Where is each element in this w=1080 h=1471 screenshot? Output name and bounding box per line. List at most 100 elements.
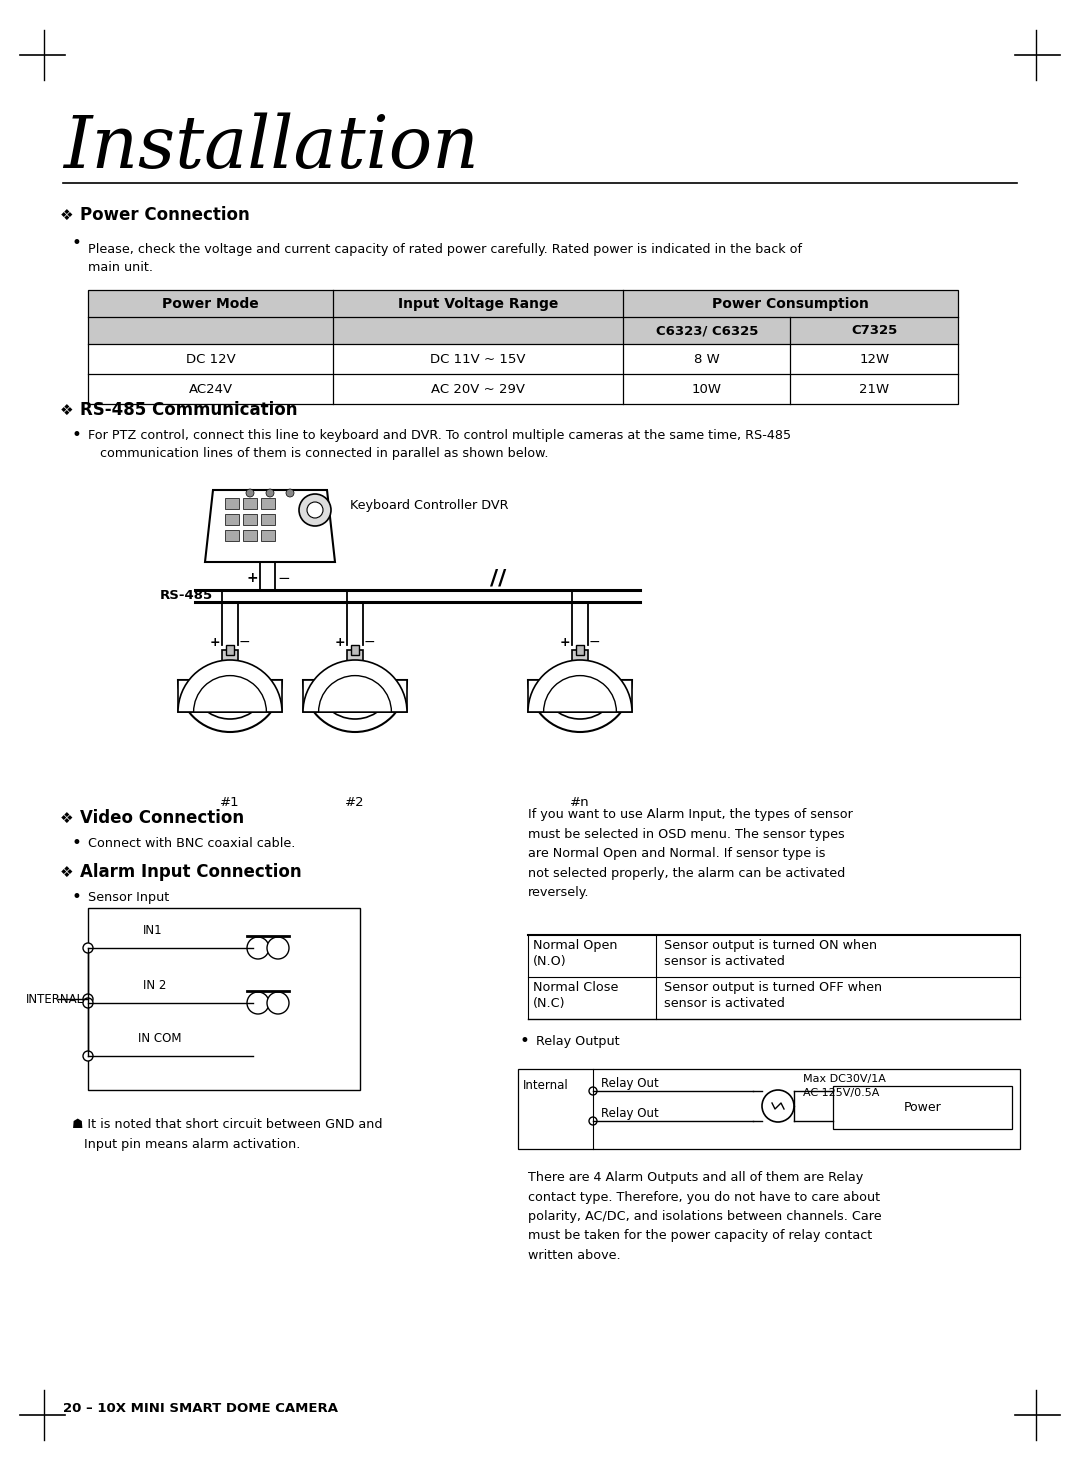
Bar [243, 499, 257, 509]
Bar [528, 680, 632, 712]
Text: AC24V: AC24V [188, 382, 232, 396]
Wedge shape [541, 680, 619, 719]
Wedge shape [528, 680, 632, 733]
Wedge shape [178, 660, 282, 712]
Text: Normal Close: Normal Close [534, 981, 619, 994]
Text: polarity, AC/DC, and isolations between channels. Care: polarity, AC/DC, and isolations between … [528, 1211, 881, 1222]
Text: Power: Power [904, 1100, 942, 1114]
Text: Alarm Input Connection: Alarm Input Connection [80, 863, 301, 881]
Text: //: // [490, 568, 507, 588]
Text: 8 W: 8 W [693, 353, 719, 365]
Text: There are 4 Alarm Outputs and all of them are Relay: There are 4 Alarm Outputs and all of the… [528, 1171, 863, 1184]
Circle shape [566, 665, 595, 694]
Bar [87, 290, 958, 405]
Text: •: • [72, 427, 82, 444]
Text: Power Consumption: Power Consumption [712, 297, 869, 310]
Text: AC 20V ~ 29V: AC 20V ~ 29V [431, 382, 525, 396]
Text: #1: #1 [220, 796, 240, 809]
Text: Input Voltage Range: Input Voltage Range [397, 297, 558, 310]
Text: ❖: ❖ [60, 207, 73, 222]
Wedge shape [543, 675, 617, 712]
Bar [261, 499, 275, 509]
Circle shape [247, 937, 269, 959]
Bar [347, 650, 363, 668]
Circle shape [286, 488, 294, 497]
Text: communication lines of them is connected in parallel as shown below.: communication lines of them is connected… [100, 447, 549, 459]
Text: −: − [239, 635, 251, 649]
Bar [351, 644, 359, 655]
Wedge shape [193, 675, 267, 712]
Text: #n: #n [570, 796, 590, 809]
Text: written above.: written above. [528, 1249, 621, 1262]
Text: C6323/ C6325: C6323/ C6325 [656, 324, 758, 337]
Wedge shape [319, 675, 391, 712]
Text: contact type. Therefore, you do not have to care about: contact type. Therefore, you do not have… [528, 1190, 880, 1203]
Text: •: • [72, 234, 82, 252]
Text: ❖: ❖ [60, 403, 73, 418]
Wedge shape [528, 660, 632, 712]
Text: RS-485 Communication: RS-485 Communication [80, 402, 297, 419]
Text: not selected properly, the alarm can be activated: not selected properly, the alarm can be … [528, 866, 846, 880]
Text: 21W: 21W [860, 382, 889, 396]
Text: RS-485: RS-485 [160, 588, 213, 602]
Circle shape [83, 997, 93, 1008]
Text: sensor is activated: sensor is activated [664, 997, 785, 1011]
Polygon shape [205, 490, 335, 562]
Bar [261, 513, 275, 525]
Bar [87, 344, 958, 405]
Text: Sensor output is turned OFF when: Sensor output is turned OFF when [664, 981, 882, 994]
Text: must be taken for the power capacity of relay contact: must be taken for the power capacity of … [528, 1230, 873, 1243]
Text: (N.C): (N.C) [534, 997, 566, 1011]
Wedge shape [316, 680, 394, 719]
Text: •: • [519, 1033, 530, 1050]
Text: Connect with BNC coaxial cable.: Connect with BNC coaxial cable. [87, 837, 295, 849]
Text: ☗ It is noted that short circuit between GND and: ☗ It is noted that short circuit between… [72, 1118, 382, 1131]
Text: Sensor Input: Sensor Input [87, 890, 170, 903]
Text: INTERNAL: INTERNAL [26, 993, 84, 1006]
Text: −: − [589, 635, 600, 649]
Circle shape [307, 502, 323, 518]
Bar [225, 513, 239, 525]
Text: For PTZ control, connect this line to keyboard and DVR. To control multiple came: For PTZ control, connect this line to ke… [87, 428, 792, 441]
Circle shape [215, 665, 244, 694]
Text: −: − [364, 635, 376, 649]
Bar [572, 650, 588, 668]
Text: Video Connection: Video Connection [80, 809, 244, 827]
Bar [226, 644, 234, 655]
Text: +: + [561, 635, 570, 649]
Text: +: + [246, 571, 258, 585]
Text: Input pin means alarm activation.: Input pin means alarm activation. [72, 1139, 300, 1150]
Text: Keyboard Controller DVR: Keyboard Controller DVR [350, 499, 509, 512]
Circle shape [589, 1116, 597, 1125]
Text: +: + [210, 635, 220, 649]
Text: (N.O): (N.O) [534, 955, 567, 968]
Bar [303, 680, 407, 712]
Bar [833, 1086, 1012, 1130]
Text: reversely.: reversely. [528, 886, 590, 899]
Text: IN COM: IN COM [138, 1033, 181, 1044]
Text: ❖: ❖ [60, 811, 73, 825]
Bar [225, 530, 239, 541]
Bar [261, 530, 275, 541]
Text: Internal: Internal [523, 1080, 569, 1091]
Wedge shape [303, 660, 407, 712]
Bar [576, 644, 584, 655]
Text: Max DC30V/1A: Max DC30V/1A [804, 1074, 886, 1084]
Text: must be selected in OSD menu. The sensor types: must be selected in OSD menu. The sensor… [528, 828, 845, 840]
Circle shape [83, 943, 93, 953]
Bar [222, 650, 238, 668]
Text: 10W: 10W [692, 382, 721, 396]
Text: C7325: C7325 [851, 324, 897, 337]
Text: 12W: 12W [860, 353, 889, 365]
Text: #2: #2 [346, 796, 365, 809]
Text: AC 125V/0.5A: AC 125V/0.5A [804, 1089, 879, 1097]
Bar [87, 908, 360, 1090]
Text: 20 – 10X MINI SMART DOME CAMERA: 20 – 10X MINI SMART DOME CAMERA [63, 1402, 338, 1415]
Circle shape [267, 937, 289, 959]
Circle shape [83, 994, 93, 1005]
Bar [178, 680, 282, 712]
Text: sensor is activated: sensor is activated [664, 955, 785, 968]
Text: ❖: ❖ [60, 865, 73, 880]
Wedge shape [303, 680, 407, 733]
Bar [518, 1069, 1020, 1149]
